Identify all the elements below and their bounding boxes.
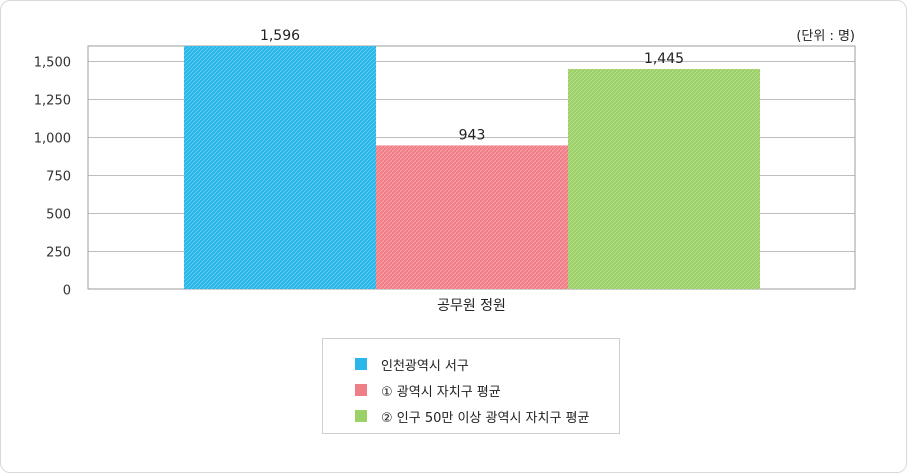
bar-3 bbox=[568, 68, 760, 289]
y-tick-label: 1,250 bbox=[34, 94, 71, 109]
legend-swatch bbox=[355, 358, 367, 370]
y-tick-label: 1,500 bbox=[34, 56, 71, 71]
legend: 인천광역시 서구 ① 광역시 자치구 평균 ② 인구 50만 이상 광역시 자치… bbox=[322, 338, 620, 434]
y-tick-label: 750 bbox=[46, 170, 71, 185]
data-label: 1,445 bbox=[644, 51, 684, 67]
legend-label: 인천광역시 서구 bbox=[381, 358, 469, 374]
x-category-label: 공무원 정원 bbox=[437, 298, 506, 314]
legend-label: ① 광역시 자치구 평균 bbox=[381, 384, 501, 400]
legend-swatch bbox=[355, 410, 367, 422]
data-label: 943 bbox=[459, 127, 486, 143]
y-tick-label: 250 bbox=[46, 246, 71, 261]
y-tick-label: 0 bbox=[63, 284, 71, 299]
legend-item-seoul-gu: 인천광역시 서구 bbox=[323, 351, 619, 377]
legend-item-large-metro-avg: ② 인구 50만 이상 광역시 자치구 평균 bbox=[323, 403, 619, 429]
y-tick-label: 1,000 bbox=[34, 132, 71, 147]
unit-label: (단위 : 명) bbox=[796, 29, 855, 44]
bar-2 bbox=[376, 145, 568, 289]
data-label: 1,596 bbox=[260, 28, 300, 44]
legend-label: ② 인구 50만 이상 광역시 자치구 평균 bbox=[381, 410, 590, 426]
legend-item-metro-avg: ① 광역시 자치구 평균 bbox=[323, 377, 619, 403]
bar-1 bbox=[184, 46, 376, 289]
y-tick-label: 500 bbox=[46, 208, 71, 223]
legend-swatch bbox=[355, 384, 367, 396]
